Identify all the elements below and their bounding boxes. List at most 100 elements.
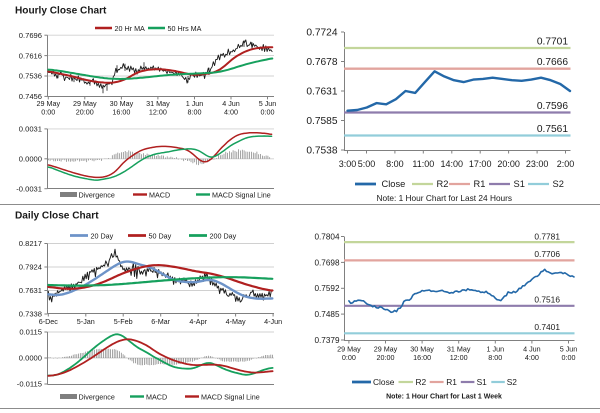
svg-text:5:00: 5:00 <box>358 159 376 169</box>
svg-text:0.7585: 0.7585 <box>306 116 337 127</box>
svg-text:6-Mar: 6-Mar <box>151 317 170 326</box>
svg-text:R2: R2 <box>416 377 427 387</box>
svg-text:1 Jun: 1 Jun <box>487 344 505 353</box>
svg-text:R1: R1 <box>446 377 457 387</box>
svg-text:50 Hrs MA: 50 Hrs MA <box>168 24 202 33</box>
svg-text:0.7536: 0.7536 <box>19 72 42 81</box>
svg-text:Close: Close <box>382 179 406 189</box>
svg-text:MACD Signal Line: MACD Signal Line <box>201 392 260 401</box>
svg-text:6-Dec: 6-Dec <box>39 317 59 326</box>
svg-text:0.0000: 0.0000 <box>19 354 42 363</box>
svg-text:0.7485: 0.7485 <box>314 310 339 319</box>
svg-text:0.7338: 0.7338 <box>19 310 42 319</box>
svg-text:20:00: 20:00 <box>377 353 395 362</box>
svg-text:Daily Close Chart: Daily Close Chart <box>15 211 99 222</box>
svg-text:23:00: 23:00 <box>526 159 549 169</box>
svg-text:-0.0031: -0.0031 <box>16 184 42 193</box>
svg-text:0.7596: 0.7596 <box>537 101 568 112</box>
svg-text:Hourly Close Chart: Hourly Close Chart <box>15 6 107 17</box>
svg-text:Close: Close <box>373 377 395 387</box>
svg-text:0.7616: 0.7616 <box>19 51 42 60</box>
svg-text:31 May: 31 May <box>146 99 170 108</box>
svg-text:29 May: 29 May <box>37 99 61 108</box>
svg-text:16:00: 16:00 <box>413 353 431 362</box>
svg-text:0.7924: 0.7924 <box>19 263 42 272</box>
svg-text:0.7561: 0.7561 <box>537 124 568 135</box>
svg-text:0.7666: 0.7666 <box>537 57 568 68</box>
svg-text:0.0031: 0.0031 <box>19 125 42 134</box>
svg-text:20:00: 20:00 <box>76 107 94 116</box>
svg-text:S1: S1 <box>514 179 525 189</box>
svg-text:0.7456: 0.7456 <box>19 92 42 101</box>
svg-text:0.8217: 0.8217 <box>19 239 42 248</box>
svg-text:MACD: MACD <box>146 392 167 401</box>
svg-text:MACD: MACD <box>149 190 170 199</box>
svg-text:20 Hr MA: 20 Hr MA <box>115 24 146 33</box>
svg-text:0.7592: 0.7592 <box>314 284 339 293</box>
svg-text:S1: S1 <box>477 377 488 387</box>
svg-text:50 Day: 50 Day <box>149 232 172 241</box>
svg-text:2:00: 2:00 <box>557 159 575 169</box>
svg-text:0.7631: 0.7631 <box>19 286 42 295</box>
svg-text:11:00: 11:00 <box>412 159 434 169</box>
svg-text:0.7631: 0.7631 <box>306 87 337 98</box>
svg-text:16:00: 16:00 <box>112 107 130 116</box>
svg-text:5 Jun: 5 Jun <box>560 344 578 353</box>
svg-text:0.7379: 0.7379 <box>314 336 339 345</box>
svg-text:0.0115: 0.0115 <box>19 328 42 337</box>
svg-text:4 Jun: 4 Jun <box>523 344 541 353</box>
svg-text:5-Jan: 5-Jan <box>77 317 95 326</box>
svg-text:12:00: 12:00 <box>149 107 167 116</box>
svg-text:8:00: 8:00 <box>488 353 502 362</box>
svg-text:0.7698: 0.7698 <box>314 258 339 267</box>
svg-text:Note: 1 Hour Chart for Last 24: Note: 1 Hour Chart for Last 24 Hours <box>377 193 513 203</box>
svg-text:8:00: 8:00 <box>386 159 404 169</box>
svg-text:0:00: 0:00 <box>261 107 275 116</box>
svg-text:29 May: 29 May <box>337 344 361 353</box>
svg-text:20 Day: 20 Day <box>91 232 114 241</box>
svg-text:12:00: 12:00 <box>450 353 468 362</box>
svg-text:4-Jun: 4-Jun <box>264 317 282 326</box>
svg-text:-0.0115: -0.0115 <box>17 380 42 389</box>
svg-text:0.7538: 0.7538 <box>306 146 337 157</box>
svg-text:0.7696: 0.7696 <box>19 31 42 40</box>
svg-text:1 Jun: 1 Jun <box>186 99 204 108</box>
svg-text:0.7781: 0.7781 <box>534 232 560 242</box>
svg-text:0.7804: 0.7804 <box>314 232 339 241</box>
svg-text:4-May: 4-May <box>226 317 246 326</box>
svg-text:R1: R1 <box>474 179 486 189</box>
svg-text:5-Feb: 5-Feb <box>114 317 133 326</box>
svg-text:8:00: 8:00 <box>188 107 202 116</box>
svg-text:S2: S2 <box>553 179 564 189</box>
svg-text:Note: 1 Hour Chart for Last 1: Note: 1 Hour Chart for Last 1 Week <box>386 394 502 401</box>
svg-text:0.7678: 0.7678 <box>306 57 337 68</box>
svg-text:29 May: 29 May <box>73 99 97 108</box>
svg-text:0:00: 0:00 <box>562 353 576 362</box>
svg-text:0.7724: 0.7724 <box>306 28 337 39</box>
svg-text:30 May: 30 May <box>110 99 134 108</box>
svg-text:0:00: 0:00 <box>41 107 55 116</box>
svg-text:MACD Signal Line: MACD Signal Line <box>212 190 271 199</box>
svg-text:17:00: 17:00 <box>469 159 492 169</box>
svg-text:31 May: 31 May <box>447 344 471 353</box>
svg-text:0:00: 0:00 <box>342 353 356 362</box>
svg-text:0.7401: 0.7401 <box>534 322 560 332</box>
svg-text:5 Jun: 5 Jun <box>259 99 277 108</box>
svg-text:4:00: 4:00 <box>224 107 238 116</box>
svg-text:0.7701: 0.7701 <box>537 37 568 48</box>
svg-text:0.7516: 0.7516 <box>534 294 560 304</box>
svg-text:4-Apr: 4-Apr <box>189 317 207 326</box>
svg-text:Divergence: Divergence <box>79 190 115 199</box>
svg-text:0.7706: 0.7706 <box>534 249 560 259</box>
svg-text:Divergence: Divergence <box>79 392 115 401</box>
svg-text:4:00: 4:00 <box>525 353 539 362</box>
svg-text:3:00: 3:00 <box>339 159 357 169</box>
svg-text:30 May: 30 May <box>410 344 434 353</box>
svg-text:29 May: 29 May <box>374 344 398 353</box>
svg-text:S2: S2 <box>507 377 518 387</box>
svg-text:0.0000: 0.0000 <box>19 155 42 164</box>
svg-text:20:00: 20:00 <box>497 159 520 169</box>
svg-text:200 Day: 200 Day <box>210 232 237 241</box>
svg-text:14:00: 14:00 <box>441 159 464 169</box>
svg-text:4 Jun: 4 Jun <box>222 99 240 108</box>
